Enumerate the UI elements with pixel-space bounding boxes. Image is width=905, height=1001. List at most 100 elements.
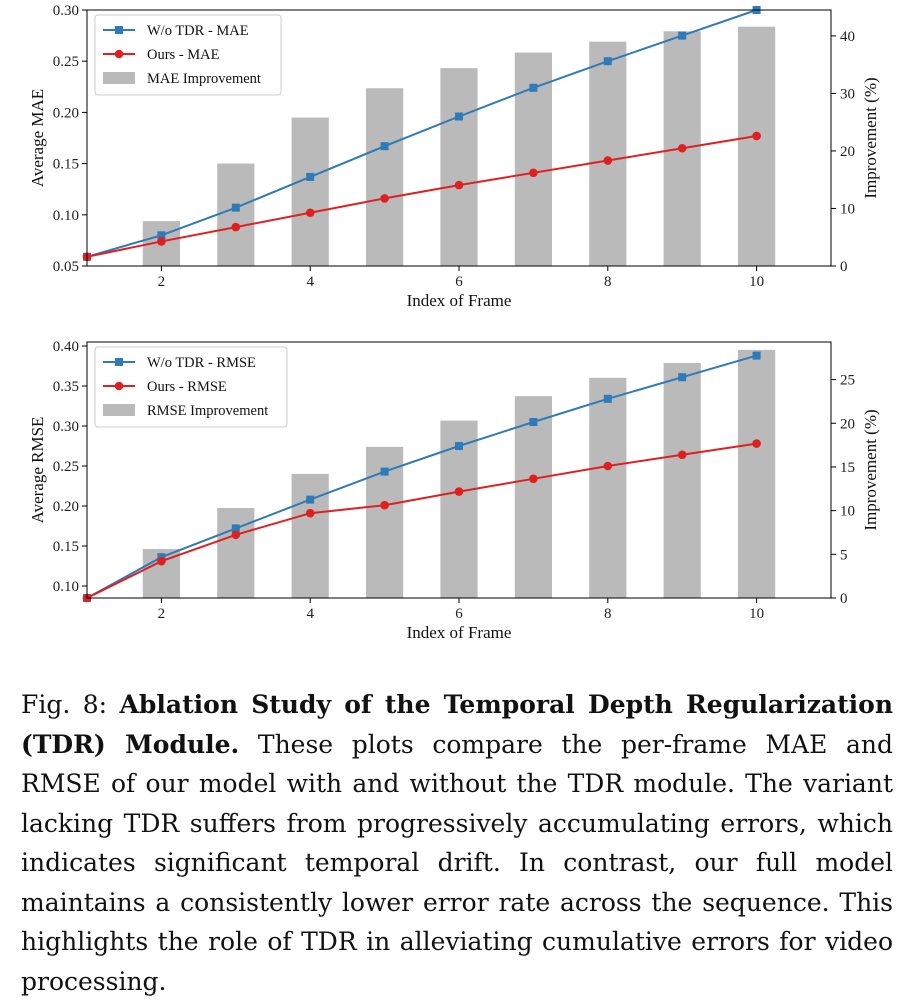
legend: W/o TDR - RMSE Ours - RMSE RMSE Improvemen…	[94, 346, 288, 428]
data-point	[380, 194, 389, 203]
y2-tick-label: 40	[840, 29, 855, 45]
series-ours	[82, 131, 761, 262]
mae-chart: 2 4 6 8 10 Index of Frame 0.05 0.10 0.15 0.20 0.25…	[28, 3, 880, 310]
x-tick-label: 6	[455, 274, 463, 290]
x-axis-label: Index of Frame	[407, 291, 512, 310]
data-point	[305, 208, 315, 218]
improvement-bar	[663, 362, 701, 598]
legend-marker	[114, 49, 124, 59]
x-tick-label: 8	[604, 274, 612, 290]
improvement-bar	[217, 163, 255, 266]
data-point	[380, 467, 389, 476]
y-tick-label: 0.35	[53, 379, 79, 395]
improvement-bar	[514, 396, 552, 598]
y2-tick-label: 10	[840, 504, 855, 520]
legend-swatch	[103, 72, 135, 84]
data-point	[678, 373, 687, 382]
legend: W/o TDR - MAE Ours - MAE MAE Improvement	[94, 14, 282, 96]
data-point	[529, 83, 538, 92]
y-axis-label: Average RMSE	[28, 417, 47, 524]
y2-tick-label: 25	[840, 373, 855, 389]
legend-label: Ours - MAE	[147, 47, 220, 63]
data-point	[455, 112, 463, 121]
y2-axis-label: Improvement (%)	[861, 77, 880, 198]
legend-label: W/o TDR - MAE	[147, 23, 249, 39]
improvement-bars	[142, 349, 776, 598]
y-tick-label: 0.40	[53, 339, 79, 355]
y2-tick-label: 20	[840, 416, 855, 432]
y-tick-label: 0.20	[53, 105, 79, 121]
data-point	[454, 487, 464, 496]
data-point	[677, 143, 687, 153]
legend-marker	[115, 358, 123, 366]
data-point	[306, 495, 315, 504]
y2-tick-label: 10	[840, 201, 855, 217]
data-point	[231, 530, 241, 540]
data-point	[603, 394, 612, 403]
data-point	[752, 131, 761, 141]
data-point	[529, 168, 538, 178]
y-axis-label: Average MAE	[28, 89, 47, 187]
data-point	[380, 500, 389, 510]
data-point	[157, 231, 166, 240]
series-without-tdr	[83, 6, 761, 261]
legend-label: RMSE Improvement	[147, 403, 268, 419]
series-line	[86, 134, 757, 258]
x-tick-label: 6	[455, 606, 463, 622]
improvement-bar	[738, 26, 776, 266]
data-point	[752, 439, 761, 448]
x-tick-label: 10	[749, 274, 764, 290]
x-axis-label: Index of Frame	[407, 623, 512, 642]
improvement-bar	[291, 473, 329, 598]
improvement-bar	[366, 88, 404, 266]
data-point	[157, 237, 166, 246]
data-point	[454, 180, 464, 190]
x-tick-label: 8	[604, 606, 612, 622]
figure-caption: Fig. 8: Ablation Study of the Temporal D…	[21, 685, 893, 1001]
data-point	[603, 156, 613, 165]
data-point	[305, 508, 315, 518]
y2-tick-label: 0	[840, 259, 848, 275]
y-tick-label: 0.25	[53, 54, 79, 70]
data-point	[231, 203, 240, 212]
data-point	[529, 474, 538, 484]
data-point	[380, 142, 389, 151]
x-tick-label: 10	[749, 606, 764, 622]
data-point	[157, 556, 166, 566]
data-point	[677, 450, 687, 460]
caption-title: Ablation Study of the Temporal Depth Reg…	[21, 690, 894, 759]
legend-marker	[115, 26, 123, 34]
data-point	[678, 31, 687, 40]
x-tick-label: 4	[306, 274, 314, 290]
x-tick-label: 4	[306, 606, 314, 622]
y-tick-label: 0.05	[53, 259, 79, 275]
data-point	[306, 172, 315, 181]
series-ours	[82, 439, 761, 603]
caption-prefix: Fig. 8:	[21, 690, 120, 719]
y2-tick-label: 20	[840, 144, 855, 160]
improvement-bar	[738, 349, 776, 598]
data-point	[231, 222, 241, 232]
y-tick-label: 0.20	[53, 499, 79, 515]
y2-tick-label: 5	[840, 547, 848, 563]
improvement-bar	[589, 41, 627, 267]
legend-swatch	[103, 404, 135, 416]
series-line	[86, 442, 757, 599]
improvement-bars	[142, 26, 776, 267]
x-tick-label: 2	[158, 606, 166, 622]
y2-tick-label: 0	[840, 591, 848, 607]
caption-body: These plots compare the per-frame MAE an…	[21, 729, 893, 996]
data-point	[231, 524, 240, 533]
y-tick-label: 0.30	[53, 3, 79, 19]
x-tick-label: 2	[158, 274, 166, 290]
legend-label: Ours - RMSE	[147, 379, 227, 395]
legend-label: W/o TDR - RMSE	[147, 355, 256, 371]
data-point	[529, 418, 538, 426]
improvement-bar	[440, 68, 478, 267]
y2-axis-label: Improvement (%)	[861, 409, 880, 530]
legend-box	[94, 346, 288, 428]
rmse-chart: 2 4 6 8 10 Index of Frame 0.10 0.15 0.20 0.25 0.30…	[28, 339, 880, 642]
y2-tick-label: 15	[840, 460, 855, 476]
y-tick-label: 0.30	[53, 419, 79, 435]
data-point	[603, 57, 612, 66]
